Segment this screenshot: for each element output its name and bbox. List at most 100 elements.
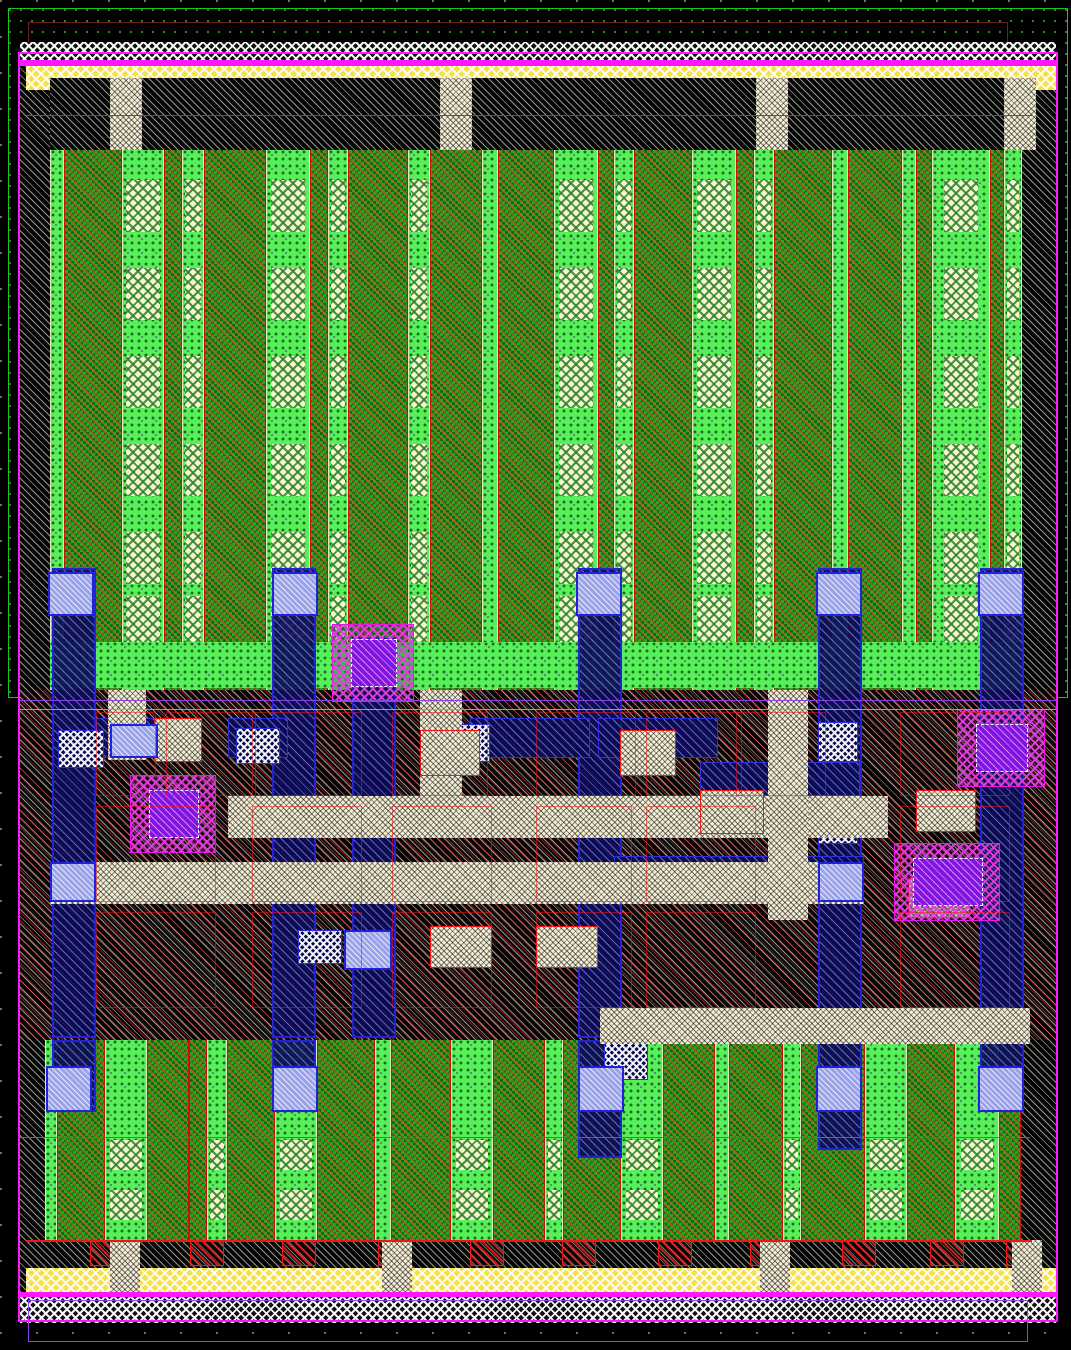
licon-top-6-2[interactable] xyxy=(271,356,305,408)
licon-bot-19-1[interactable] xyxy=(786,1190,798,1220)
licon-top-4-5[interactable] xyxy=(185,596,201,648)
met2-route-1[interactable] xyxy=(50,862,864,904)
poly-gate-top-3[interactable] xyxy=(164,150,182,690)
poly-gate-bot-10[interactable] xyxy=(391,1040,451,1240)
met2-vert-stub-top-1[interactable] xyxy=(440,78,472,150)
met2-vert-stub-bot-0[interactable] xyxy=(110,1240,140,1292)
via-core-via-right-upper[interactable] xyxy=(976,724,1028,772)
met2-route-4[interactable] xyxy=(768,690,808,920)
poly-gate-top-17[interactable] xyxy=(634,150,692,690)
met2-cell-0[interactable] xyxy=(420,730,480,776)
nplus-box-bot-2[interactable] xyxy=(282,1240,316,1266)
licon-top-2-3[interactable] xyxy=(126,444,160,496)
licon-top-28-3[interactable] xyxy=(1007,444,1019,496)
licon-top-20-3[interactable] xyxy=(757,444,771,496)
nplus-box-bot-4[interactable] xyxy=(470,1240,504,1266)
met2-cell-7[interactable] xyxy=(154,718,202,762)
licon-top-6-3[interactable] xyxy=(271,444,305,496)
licon-top-2-2[interactable] xyxy=(126,356,160,408)
met1-rail-0[interactable] xyxy=(52,568,96,1038)
met1-pad-12[interactable] xyxy=(50,862,96,902)
licon-top-18-1[interactable] xyxy=(697,268,731,320)
licon-top-26-5[interactable] xyxy=(944,596,978,648)
met1-pad-7[interactable] xyxy=(578,1066,624,1112)
licon-top-18-2[interactable] xyxy=(697,356,731,408)
licon-bot-7-1[interactable] xyxy=(280,1190,312,1220)
met1-pad-3[interactable] xyxy=(816,572,862,616)
diffusion-finger-bot-0[interactable] xyxy=(45,1040,57,1240)
licon-top-10-2[interactable] xyxy=(411,356,427,408)
licon-top-14-2[interactable] xyxy=(559,356,593,408)
licon-top-26-1[interactable] xyxy=(944,268,978,320)
met1-pad-4[interactable] xyxy=(978,572,1024,616)
licon-top-16-0[interactable] xyxy=(617,180,631,232)
licon-bot-2-1[interactable] xyxy=(110,1190,142,1220)
licon-bot-13-0[interactable] xyxy=(548,1140,560,1170)
licon-top-28-1[interactable] xyxy=(1007,268,1019,320)
licon-top-14-1[interactable] xyxy=(559,268,593,320)
poly-gate-top-5[interactable] xyxy=(204,150,266,690)
met1-pad-10[interactable] xyxy=(110,724,158,758)
licon-met1-0[interactable] xyxy=(58,730,104,768)
licon-top-10-0[interactable] xyxy=(411,180,427,232)
licon-top-6-1[interactable] xyxy=(271,268,305,320)
substrate-top-strip[interactable] xyxy=(50,78,1022,150)
met2-vert-stub-bot-3[interactable] xyxy=(1012,1240,1042,1292)
licon-top-2-0[interactable] xyxy=(126,180,160,232)
diffusion-finger-top-22[interactable] xyxy=(832,150,848,690)
poly-gate-bot-16[interactable] xyxy=(663,1040,715,1240)
met1-pad-13[interactable] xyxy=(818,862,864,902)
licon-top-16-2[interactable] xyxy=(617,356,631,408)
met1-jog-2[interactable] xyxy=(470,718,590,758)
licon-bot-7-0[interactable] xyxy=(280,1140,312,1170)
diffusion-finger-top-12[interactable] xyxy=(482,150,498,690)
met1-pad-9[interactable] xyxy=(978,1066,1024,1112)
met1-pad-0[interactable] xyxy=(48,572,94,616)
licon-bot-23-1[interactable] xyxy=(961,1190,993,1220)
poly-gate-top-25[interactable] xyxy=(916,150,932,690)
licon-top-26-4[interactable] xyxy=(944,532,978,584)
licon-top-14-0[interactable] xyxy=(559,180,593,232)
licon-top-8-0[interactable] xyxy=(331,180,345,232)
met2-cell-3[interactable] xyxy=(536,926,598,968)
licon-top-18-3[interactable] xyxy=(697,444,731,496)
met1-pad-5[interactable] xyxy=(46,1066,92,1112)
met1-rail-5[interactable] xyxy=(980,568,1024,1038)
licon-bot-2-0[interactable] xyxy=(110,1140,142,1170)
via-box-via-left[interactable] xyxy=(130,775,216,853)
met2-vert-stub-top-2[interactable] xyxy=(756,78,788,150)
licon-top-8-4[interactable] xyxy=(331,532,345,584)
licon-bot-11-0[interactable] xyxy=(456,1140,488,1170)
licon-bot-15-1[interactable] xyxy=(626,1190,658,1220)
licon-met1-5[interactable] xyxy=(298,930,342,964)
licon-top-16-3[interactable] xyxy=(617,444,631,496)
licon-met1-1[interactable] xyxy=(236,728,280,764)
via-core-via-left[interactable] xyxy=(149,790,199,838)
poly-gate-bot-6[interactable] xyxy=(227,1040,275,1240)
licon-top-10-1[interactable] xyxy=(411,268,427,320)
met2-vert-stub-top-0[interactable] xyxy=(110,78,142,150)
met2-cell-2[interactable] xyxy=(430,926,492,968)
met3-rail-bottom-upper[interactable] xyxy=(26,1268,1056,1294)
licon-top-20-2[interactable] xyxy=(757,356,771,408)
licon-top-16-1[interactable] xyxy=(617,268,631,320)
met2-cell-4[interactable] xyxy=(700,790,764,834)
licon-top-6-0[interactable] xyxy=(271,180,305,232)
diffusion-finger-bot-9[interactable] xyxy=(375,1040,391,1240)
met1-rail-2[interactable] xyxy=(352,638,396,1038)
poly-gate-top-11[interactable] xyxy=(430,150,482,690)
licon-top-10-4[interactable] xyxy=(411,532,427,584)
licon-top-4-1[interactable] xyxy=(185,268,201,320)
poly-gate-bot-12[interactable] xyxy=(493,1040,545,1240)
via-box-via-right-upper[interactable] xyxy=(957,709,1045,787)
licon-top-2-1[interactable] xyxy=(126,268,160,320)
poly-gate-top-19[interactable] xyxy=(736,150,754,690)
poly-gate-top-9[interactable] xyxy=(348,150,408,690)
licon-top-20-4[interactable] xyxy=(757,532,771,584)
via-core-via-center-top[interactable] xyxy=(351,639,397,687)
licon-top-4-0[interactable] xyxy=(185,180,201,232)
licon-bot-13-1[interactable] xyxy=(548,1190,560,1220)
via-box-via-center-top[interactable] xyxy=(332,624,414,702)
met1-pad-2[interactable] xyxy=(576,572,622,616)
